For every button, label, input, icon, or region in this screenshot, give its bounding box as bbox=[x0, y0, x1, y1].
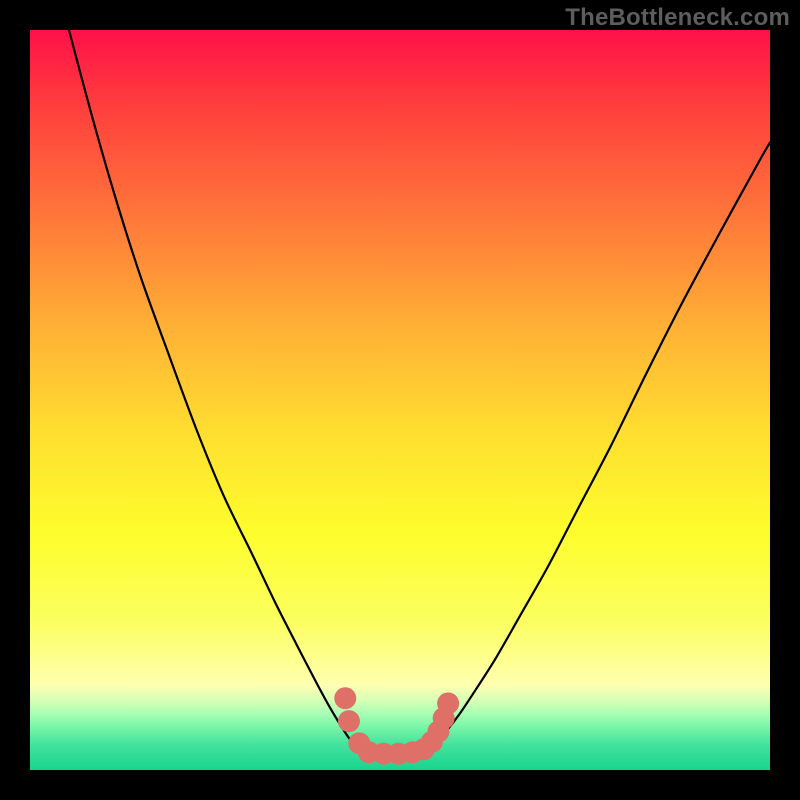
trough-dot bbox=[437, 692, 459, 714]
figure-root: TheBottleneck.com bbox=[0, 0, 800, 800]
trough-dot bbox=[338, 710, 360, 732]
plot-background bbox=[30, 30, 770, 770]
trough-dot bbox=[334, 687, 356, 709]
bottleneck-chart bbox=[0, 0, 800, 800]
watermark-text: TheBottleneck.com bbox=[565, 4, 790, 32]
